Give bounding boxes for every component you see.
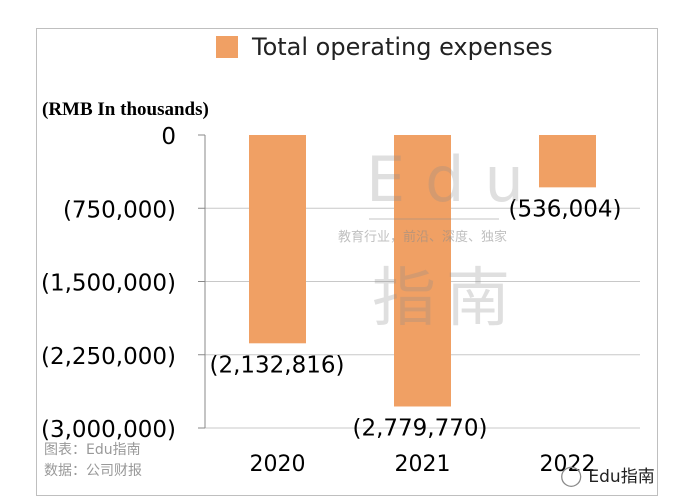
data-label-2021: (2,779,770) <box>352 415 487 441</box>
bar-2020 <box>249 135 306 344</box>
watermark-divider <box>369 218 499 220</box>
source-line-chart: 图表：Edu指南 <box>44 442 141 458</box>
y-tick-label: (750,000) <box>63 197 176 223</box>
bar-2021 <box>394 135 451 407</box>
y-tick-label: (1,500,000) <box>41 271 176 297</box>
wechat-icon: ◯ <box>560 462 583 487</box>
brand-label: Edu指南 <box>588 467 655 487</box>
brand: ◯ Edu指南 <box>560 462 655 488</box>
source-line-data: 数据：公司财报 <box>44 463 142 479</box>
bar-2022 <box>539 135 596 188</box>
x-tick-label-2022: 2022 <box>540 452 596 477</box>
x-tick-label-2021: 2021 <box>395 452 451 477</box>
data-label-2022: (536,004) <box>508 196 621 222</box>
chart-frame <box>36 28 658 496</box>
x-tick-label-2020: 2020 <box>250 452 306 477</box>
watermark-title: Edu <box>366 143 544 216</box>
watermark-name: 指南 <box>372 262 520 336</box>
legend-swatch <box>216 36 238 58</box>
legend: Total operating expenses <box>216 32 553 62</box>
y-tick-label: (2,250,000) <box>41 344 176 370</box>
data-label-2020: (2,132,816) <box>209 352 344 378</box>
y-axis-label: (RMB In thousands) <box>42 99 209 120</box>
watermark-subtitle: 教育行业，前沿、深度、独家 <box>338 230 508 245</box>
y-tick-label: (3,000,000) <box>41 417 176 443</box>
y-tick-label: 0 <box>161 124 176 150</box>
legend-label: Total operating expenses <box>252 33 553 61</box>
